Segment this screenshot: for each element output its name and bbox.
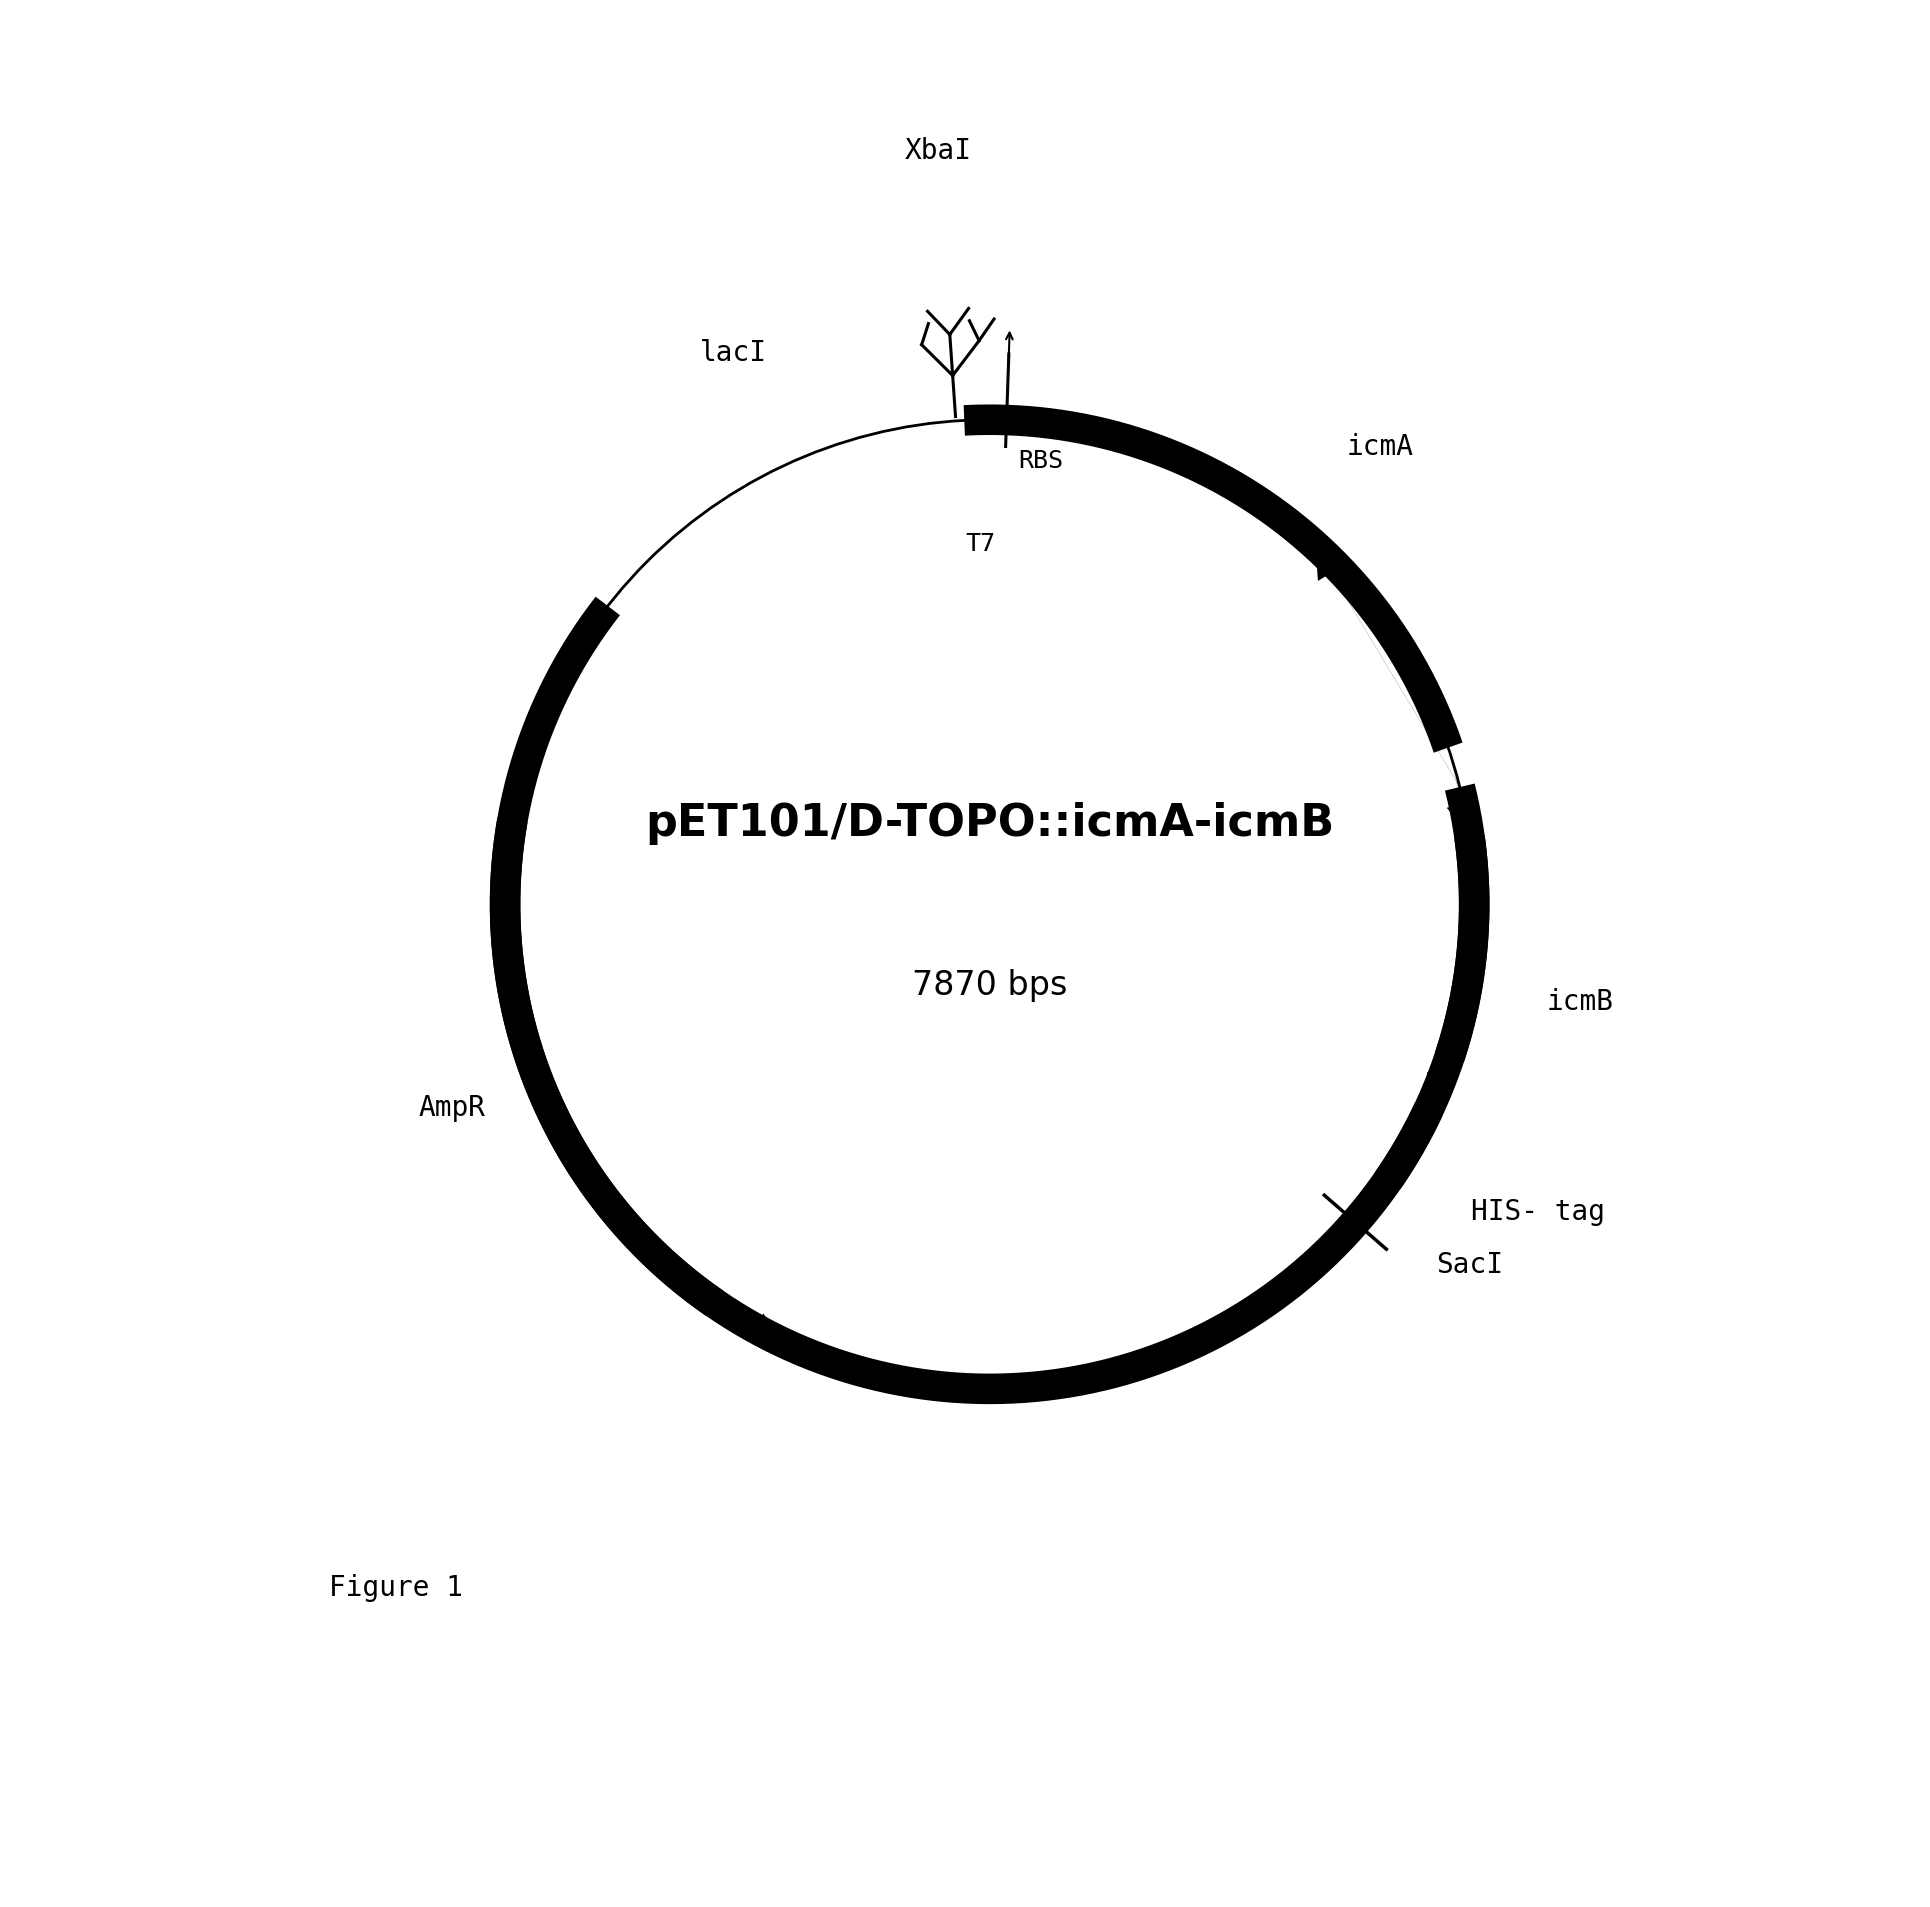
Text: SacI: SacI bbox=[1436, 1251, 1503, 1280]
Text: HIS- tag: HIS- tag bbox=[1471, 1198, 1604, 1226]
Text: 7870 bps: 7870 bps bbox=[911, 969, 1067, 1001]
Text: lacI: lacI bbox=[699, 339, 766, 366]
Text: AmpR: AmpR bbox=[419, 1093, 484, 1121]
Text: T7: T7 bbox=[965, 532, 994, 557]
Text: icmA: icmA bbox=[1345, 433, 1413, 461]
Text: pET101/D-TOPO::icmA-icmB: pET101/D-TOPO::icmA-icmB bbox=[645, 803, 1334, 845]
Text: RBS: RBS bbox=[1017, 450, 1063, 473]
Text: icmB: icmB bbox=[1546, 988, 1613, 1016]
Text: Figure 1: Figure 1 bbox=[328, 1573, 463, 1602]
Text: XbaI: XbaI bbox=[903, 137, 971, 164]
